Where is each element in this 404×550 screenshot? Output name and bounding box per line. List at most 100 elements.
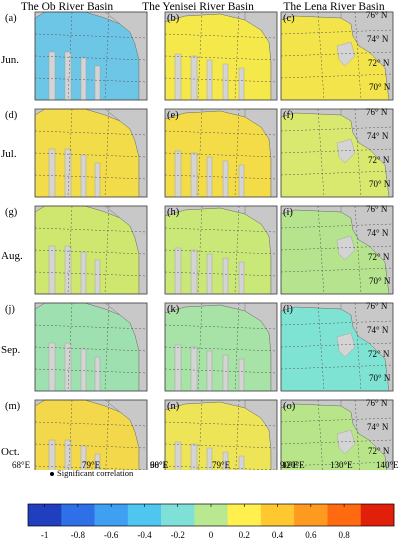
estuary-channel [80,348,87,392]
longitude-line [197,108,203,198]
panel-letter: (d) [5,110,18,121]
panel-frame [164,399,278,470]
panel-frame [280,11,394,101]
longitude-line [317,108,325,198]
estuary-channel [238,358,245,392]
estuary-channel [206,59,213,101]
estuary-channel [64,245,72,295]
longitude-line [317,11,325,101]
longitude-line [67,205,73,295]
estuary-channel [94,453,101,470]
longitude-line [197,302,203,392]
latitude-label: 74° N [367,422,389,432]
colorbar-segment [61,504,95,526]
latitude-line [34,443,148,449]
latitude-line [280,223,394,229]
map-panel-o: (o) [280,399,394,470]
colorbar-segment [194,504,228,526]
longitude-line [354,108,362,198]
latitude-line [34,227,148,233]
map-panel-k: (k) [164,302,278,392]
colorbar-segment [294,504,328,526]
colorbar-segment [127,504,162,526]
latitude-line [34,249,148,255]
estuary-channel [64,439,72,470]
latitude-line [164,421,278,427]
estuary-channel [64,148,72,198]
latitude-line [34,174,148,180]
colorbar-tick-label: -1 [41,530,49,540]
estuary-channel [80,154,87,198]
latitude-line [280,461,394,467]
longitude-line [234,108,240,198]
latitude-line [34,130,148,136]
colorbar-segment [227,504,262,526]
estuary-channel [94,65,101,101]
estuary-channel [222,354,229,392]
longitude-line [67,11,73,101]
latitude-line [34,271,148,277]
panel-letter: (o) [283,401,296,412]
estuary-channel [222,257,229,295]
panel-letter: (g) [5,207,18,218]
latitude-line [34,33,148,39]
latitude-line [164,465,278,470]
longitude-line [104,205,110,295]
latitude-line [164,346,278,352]
longitude-label: 68°E [12,460,31,470]
row-label-jul: Jul. [1,148,17,160]
estuary-channel [190,152,198,198]
significance-legend: Significant correlation [50,468,133,478]
map-panel-b: (b) [164,11,278,101]
latitude-line [280,73,394,79]
panel-letter: (l) [283,304,293,315]
longitude-line [234,205,240,295]
estuary-channel [64,51,72,101]
map-panel-f: (f) [280,108,394,198]
panel-frame [280,399,394,470]
longitude-line [198,399,203,470]
panel-frame [280,205,394,295]
map-panel-e: (e) [164,108,278,198]
latitude-label: 72° N [368,349,390,359]
map-panel-g: (g) [5,205,148,295]
longitude-line [354,399,361,470]
latitude-line [280,364,394,370]
row-label-jun: Jun. [1,54,20,66]
panel-letter: (h) [167,207,180,218]
estuary-channel [64,342,72,392]
sea-area [340,399,394,470]
estuary-channel [174,344,182,392]
latitude-line [280,148,394,154]
colorbar-tick-label: 0.2 [239,530,250,540]
latitude-label: 76° N [366,398,388,408]
latitude-line [164,174,278,180]
panel-frame [34,302,148,392]
latitude-line [34,152,148,158]
estuary-channel [206,253,213,295]
latitude-label: 76° N [366,107,388,117]
map-panel-c: (c) [280,11,394,101]
column-title-lena: The Lena River Basin [283,1,385,13]
estuary-channel [48,342,56,392]
estuary-channel [238,455,245,470]
estuary-channel [190,249,198,295]
panel-letter: (f) [283,110,294,121]
estuary-channel [48,148,56,198]
longitude-line [104,108,110,198]
panel-frame [164,302,278,392]
panel-letter: (e) [167,110,179,121]
latitude-line [280,417,394,423]
estuary-channel [80,251,87,295]
row-label-aug: Aug. [1,250,23,262]
longitude-line [67,108,73,198]
latitude-line [34,55,148,61]
panel-letter: (i) [283,207,293,218]
map-grid: (a) (b) (c) (d) (e) (f) (g) (h) (i) (j) (k) (l) (m) (… [5,10,399,470]
estuary-channel [94,356,101,392]
delta-island [336,138,356,164]
estuary-channel [48,439,56,470]
colorbar-tick-label: -0.8 [71,530,86,540]
map-panel-a: (a) [5,11,148,101]
panel-frame [34,205,148,295]
